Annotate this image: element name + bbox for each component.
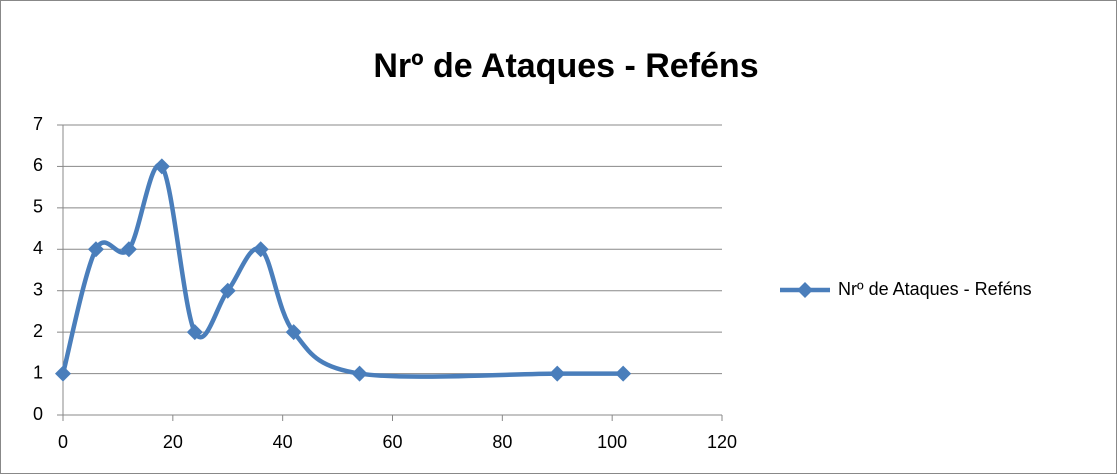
chart-title: Nrº de Ataques - Reféns <box>373 47 758 85</box>
y-tick-label: 6 <box>33 155 43 175</box>
x-tick-label: 80 <box>492 432 512 452</box>
point-marker <box>120 241 137 258</box>
y-tick-label: 2 <box>33 321 43 341</box>
y-tick-label: 0 <box>33 404 43 424</box>
x-tick-label: 40 <box>273 432 293 452</box>
y-tick-label: 5 <box>33 197 43 217</box>
y-tick-label: 1 <box>33 362 43 382</box>
point-marker <box>55 365 71 382</box>
point-marker <box>87 241 104 258</box>
point-marker <box>252 241 269 258</box>
point-marker <box>153 158 170 175</box>
x-tick-label: 120 <box>707 432 737 452</box>
point-marker <box>186 324 203 341</box>
point-marker <box>549 365 566 382</box>
point-marker <box>615 365 632 382</box>
legend-marker <box>797 282 813 298</box>
point-marker <box>351 365 368 382</box>
y-tick-label: 3 <box>33 279 43 299</box>
x-tick-label: 0 <box>58 432 68 452</box>
x-tick-label: 20 <box>163 432 183 452</box>
y-tick-label: 4 <box>33 238 43 258</box>
y-tick-label: 7 <box>33 114 43 134</box>
point-marker <box>219 282 236 299</box>
point-marker <box>285 324 302 341</box>
x-tick-label: 100 <box>597 432 627 452</box>
x-tick-label: 60 <box>382 432 402 452</box>
legend-label: Nrº de Ataques - Reféns <box>838 279 1032 299</box>
